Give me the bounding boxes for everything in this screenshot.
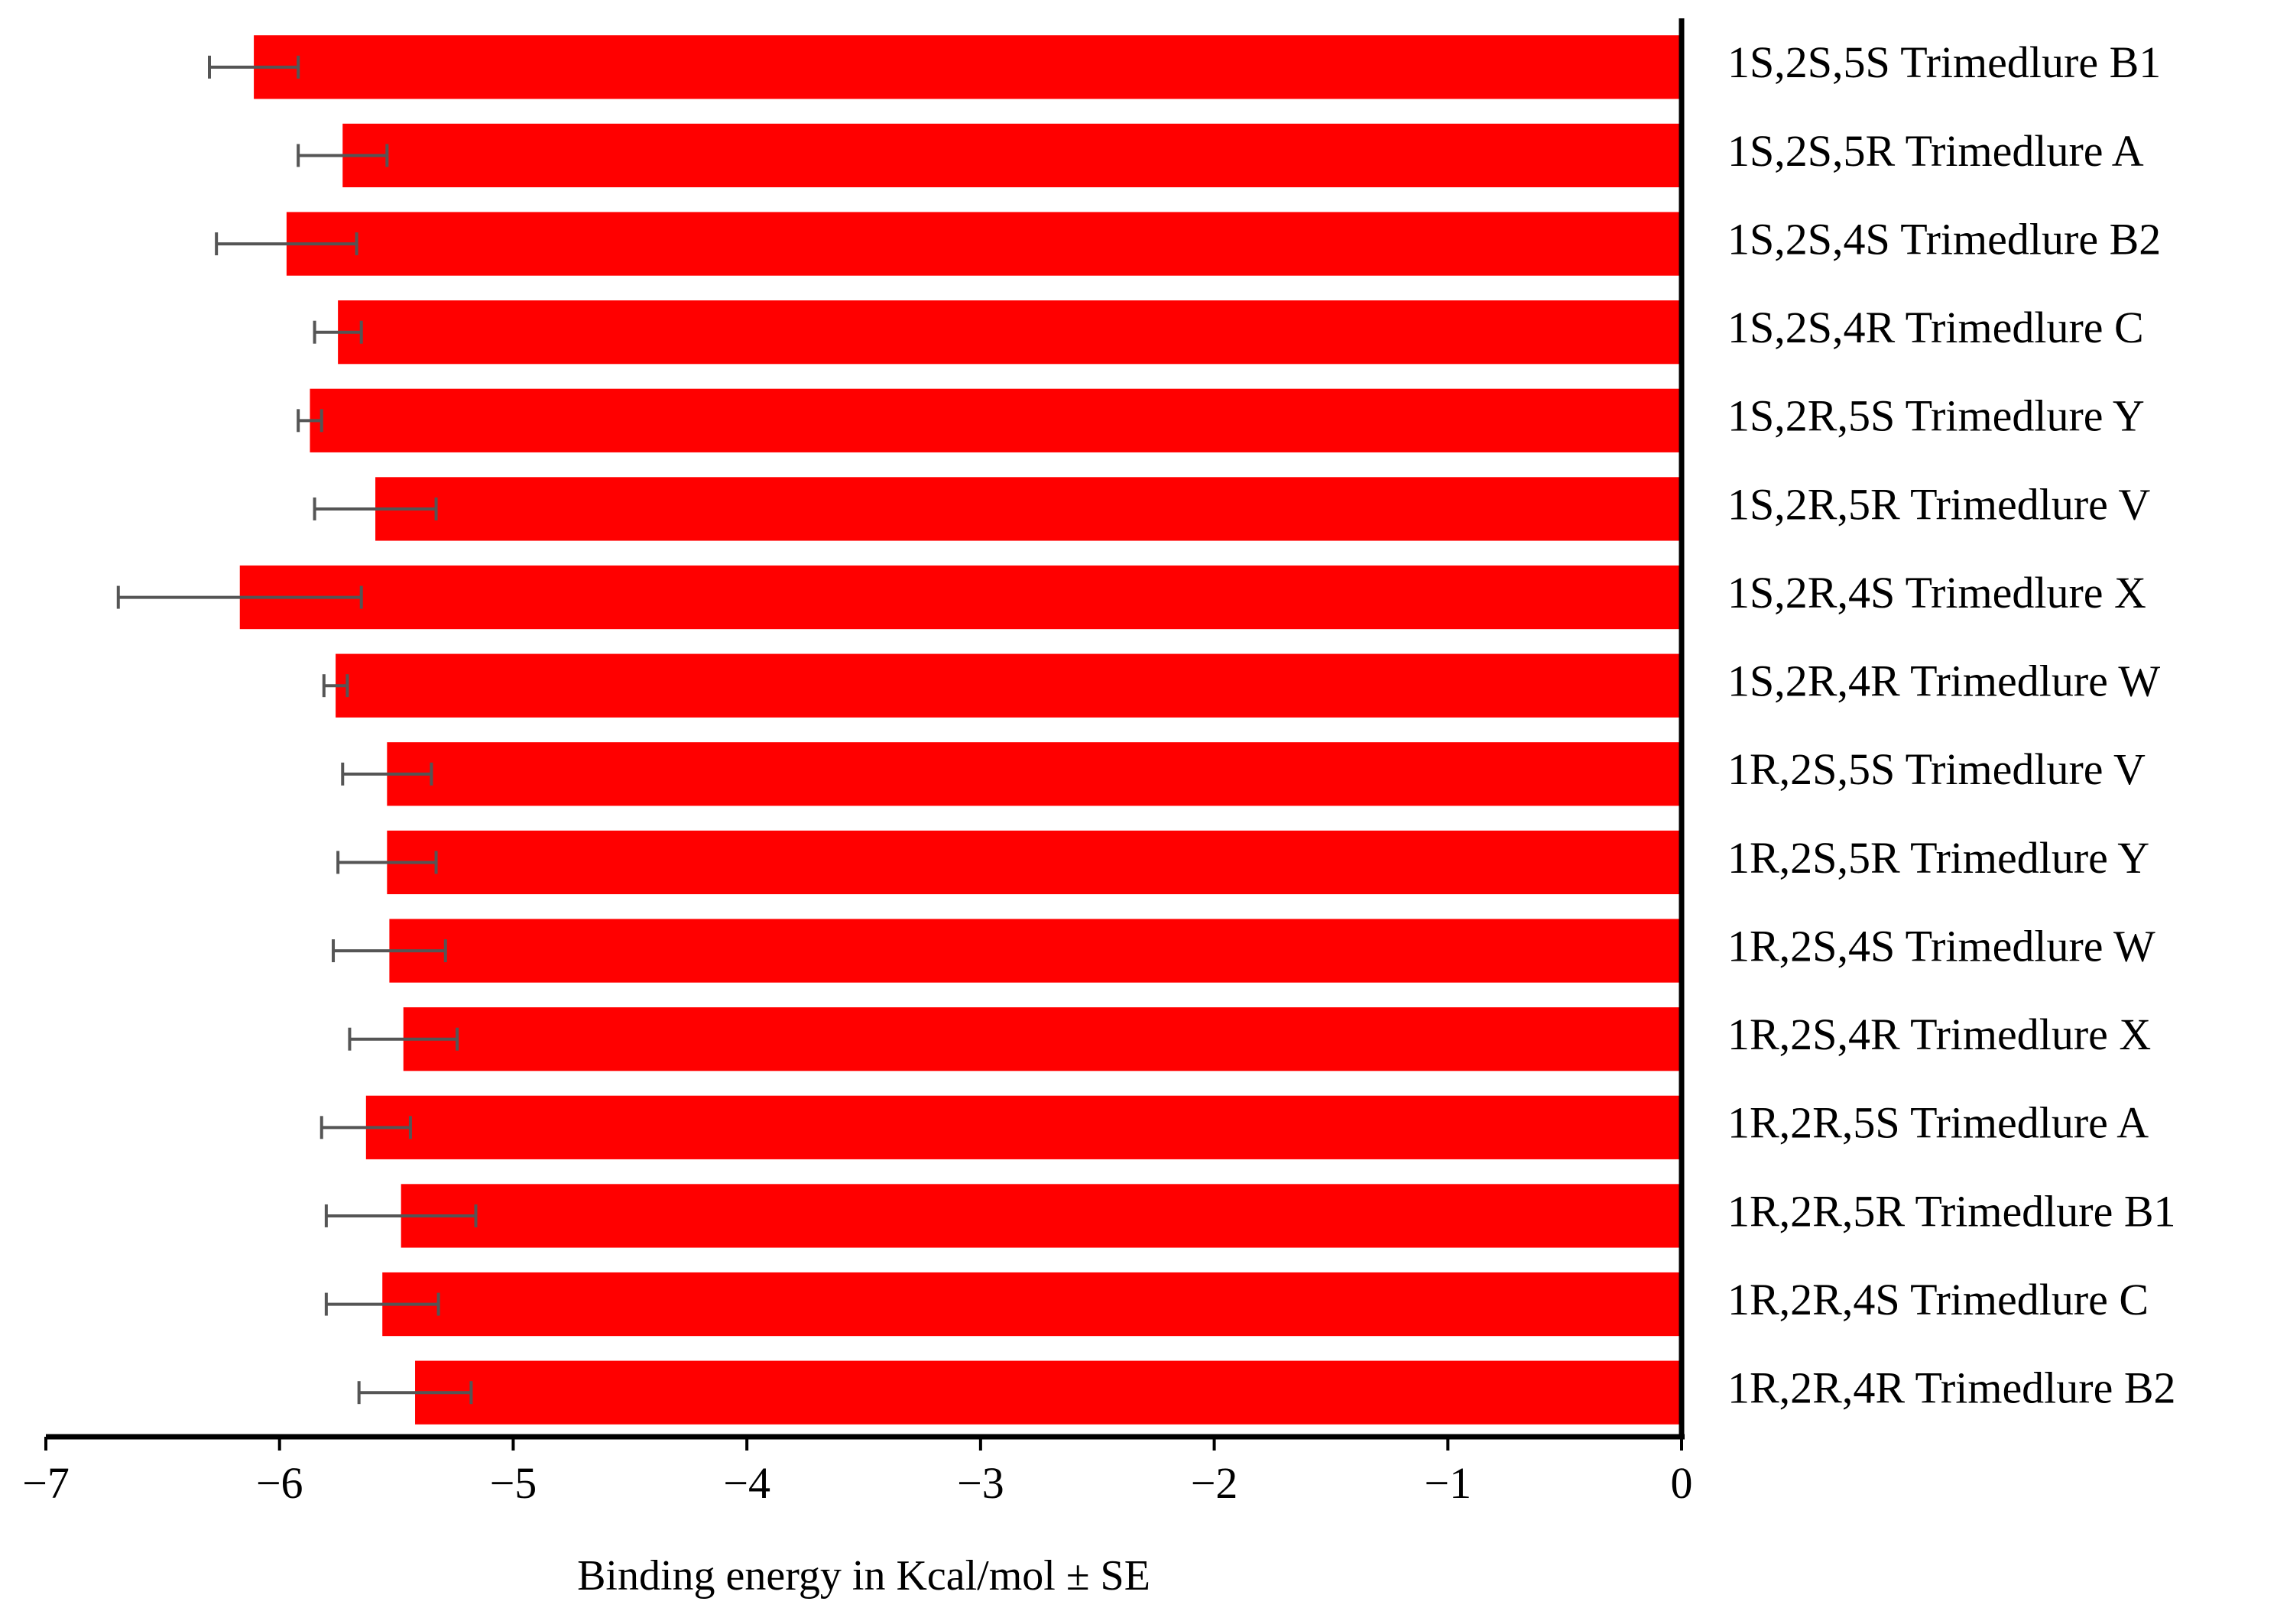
bar [403,1007,1682,1071]
bar [239,565,1682,630]
bar [254,35,1682,99]
bar [336,653,1682,718]
x-tick-label: −3 [957,1458,1004,1508]
x-tick-label: −2 [1191,1458,1238,1508]
category-label: 1S,2R,5R Trimedlure V [1727,479,2150,529]
bar [387,742,1682,806]
x-tick-label: −5 [490,1458,537,1508]
bar [375,477,1682,541]
category-label: 1S,2S,5R Trimedlure A [1727,126,2144,176]
bar [338,300,1682,365]
category-label: 1S,2S,4R Trimedlure C [1727,303,2144,352]
bar [387,830,1682,895]
x-tick-label: −6 [256,1458,303,1508]
category-label: 1S,2R,5S Trimedlure Y [1727,391,2145,441]
x-tick-label: −4 [723,1458,770,1508]
category-label: 1S,2S,5S Trimedlure B1 [1727,37,2161,87]
labels-group: 1S,2S,5S Trimedlure B1 1S,2S,5R Trimedlur… [22,37,2175,1508]
x-tick-label: −1 [1424,1458,1471,1508]
category-label: 1R,2S,4R Trimedlure X [1727,1010,2151,1059]
category-label: 1R,2R,5S Trimedlure A [1727,1098,2149,1148]
bar [365,1095,1682,1159]
category-label: 1R,2S,5R Trimedlure Y [1727,833,2149,883]
category-label: 1R,2R,4R Trimedlure B2 [1727,1363,2176,1413]
x-tick-label: 0 [1671,1458,1693,1508]
category-label: 1S,2R,4S Trimedlure X [1727,568,2146,618]
category-label: 1S,2S,4S Trimedlure B2 [1727,214,2161,264]
bars-group [239,35,1682,1425]
bar [389,919,1682,983]
category-label: 1S,2R,4R Trimedlure W [1727,656,2160,706]
category-label: 1R,2S,5S Trimedlure V [1727,744,2146,794]
error-bars-group [116,55,478,1405]
category-label: 1R,2R,5R Trimedlure B1 [1727,1186,2176,1236]
category-label: 1R,2R,4S Trimedlure C [1727,1275,2149,1324]
bar [286,212,1682,276]
x-tick-label: −7 [22,1458,70,1508]
bar [342,123,1682,188]
bar [382,1272,1682,1337]
bar [415,1360,1682,1425]
bar [310,388,1682,452]
axes-group [44,18,1685,1451]
category-label: 1R,2S,4S Trimedlure W [1727,921,2155,971]
bar [401,1184,1682,1248]
x-axis-title: Binding energy in Kcal/mol ± SE [577,1552,1150,1600]
